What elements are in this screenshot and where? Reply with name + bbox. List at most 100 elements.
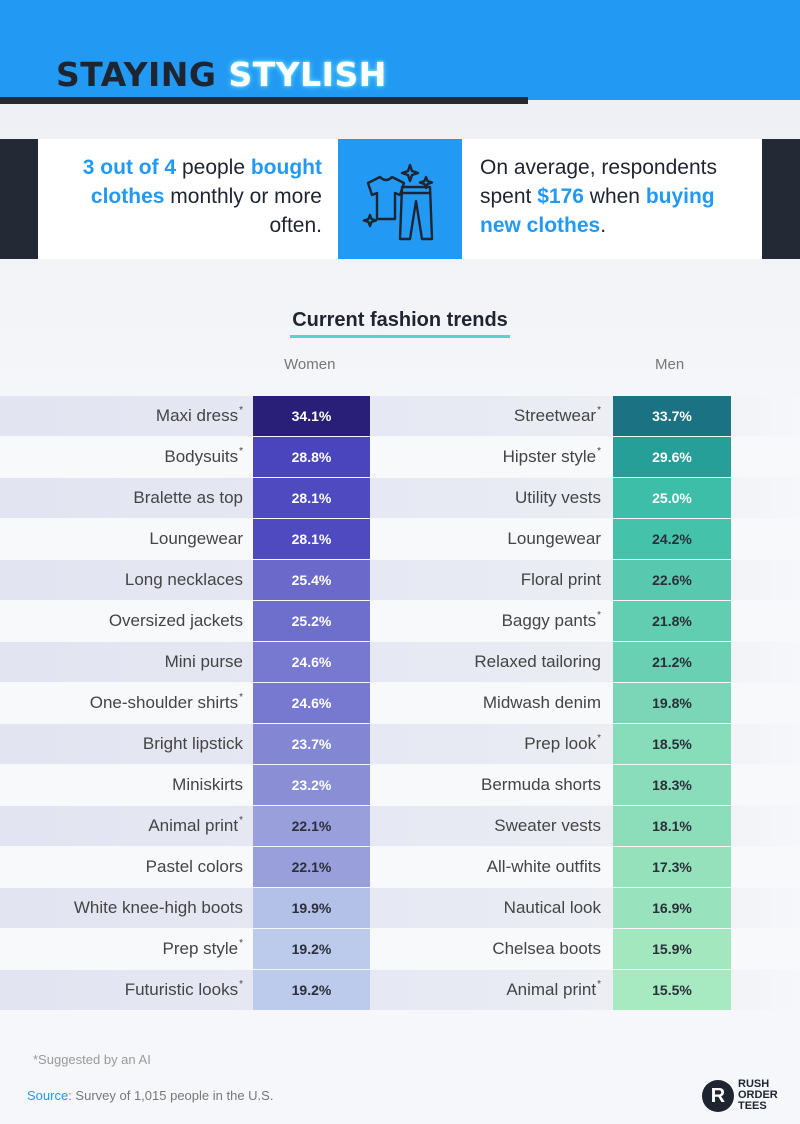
ai-marker: *	[597, 979, 601, 990]
table-row: Bralette as top 28.1% Utility vests 25.0%	[0, 478, 800, 519]
men-trend-value: 25.0%	[613, 478, 731, 518]
stat-left-highlight-2: bought clothes	[90, 156, 322, 208]
women-trend-label: Miniskirts	[172, 775, 243, 794]
women-trend-value: 28.1%	[253, 478, 370, 518]
ai-footnote: *Suggested by an AI	[33, 1052, 151, 1067]
women-trend-label: Futuristic looks*	[124, 979, 243, 999]
stat-left-text-1: people	[176, 156, 251, 179]
men-trend-label: Nautical look	[503, 898, 601, 917]
stat-right-text-3: .	[600, 214, 607, 237]
table-row: One-shoulder shirts* 24.6% Midwash denim 19…	[0, 683, 800, 724]
men-trend-value: 18.5%	[613, 724, 731, 764]
men-trend-label: Sweater vests	[494, 816, 601, 835]
men-trend-value: 24.2%	[613, 519, 731, 559]
table-row: White knee-high boots 19.9% Nautical look 1…	[0, 888, 800, 929]
source-label: Source:	[27, 1088, 72, 1103]
women-trend-value: 34.1%	[253, 396, 370, 436]
men-trend-label: Animal print*	[506, 979, 601, 999]
men-trend-value: 21.8%	[613, 601, 731, 641]
logo-line-3: TEES	[738, 1100, 767, 1112]
women-trend-value: 19.2%	[253, 929, 370, 969]
table-row: Pastel colors 22.1% All-white outfits 17.3%	[0, 847, 800, 888]
women-trend-label: Bodysuits*	[164, 446, 243, 466]
logo-line-1: RUSH	[738, 1078, 770, 1090]
page-title: STAYING STYLISH	[56, 55, 387, 94]
men-trend-value: 15.5%	[613, 970, 731, 1010]
men-trend-value: 22.6%	[613, 560, 731, 600]
title-part2: STYLISH	[228, 55, 387, 94]
women-trend-value: 23.7%	[253, 724, 370, 764]
men-trend-label: Baggy pants*	[501, 610, 601, 630]
stats-side-right	[760, 139, 800, 259]
men-trend-value: 15.9%	[613, 929, 731, 969]
women-trend-label: Loungewear	[149, 529, 243, 548]
men-trend-label: Loungewear	[507, 529, 601, 548]
women-trend-value: 19.9%	[253, 888, 370, 928]
women-trend-value: 22.1%	[253, 806, 370, 846]
women-trend-value: 24.6%	[253, 683, 370, 723]
men-trend-label: Prep look*	[524, 733, 601, 753]
ai-marker: *	[597, 610, 601, 621]
brand-logo[interactable]: R RUSH ORDER TEES	[702, 1076, 792, 1116]
table-row: Mini purse 24.6% Relaxed tailoring 21.2%	[0, 642, 800, 683]
ai-marker: *	[239, 938, 243, 949]
stat-left-text-2: monthly or more often.	[164, 185, 322, 237]
stat-text-left: 3 out of 4 people bought clothes monthly…	[42, 153, 322, 240]
stat-right-highlight-2: buying new clothes	[480, 185, 715, 237]
ai-marker: *	[597, 446, 601, 457]
logo-mark: R	[702, 1080, 734, 1112]
ai-marker: *	[239, 405, 243, 416]
men-trend-value: 19.8%	[613, 683, 731, 723]
logo-text: RUSH ORDER TEES	[738, 1079, 792, 1112]
stat-right-highlight-1: $176	[537, 185, 584, 208]
header-band	[0, 0, 800, 100]
column-header-women: Women	[284, 356, 336, 373]
table-row: Animal print* 22.1% Sweater vests 18.1%	[0, 806, 800, 847]
women-trend-value: 23.2%	[253, 765, 370, 805]
clothes-sparkle-icon	[362, 163, 434, 241]
stat-right-text-2: when	[583, 185, 646, 208]
women-trend-label: Pastel colors	[145, 857, 243, 876]
table-row: Miniskirts 23.2% Bermuda shorts 18.3%	[0, 765, 800, 806]
table-row: Oversized jackets 25.2% Baggy pants* 21.8%	[0, 601, 800, 642]
women-trend-value: 25.4%	[253, 560, 370, 600]
ai-marker: *	[597, 733, 601, 744]
women-trend-label: One-shoulder shirts*	[89, 692, 243, 712]
men-trend-value: 16.9%	[613, 888, 731, 928]
source-text: Survey of 1,015 people in the U.S.	[71, 1088, 274, 1103]
women-trend-value: 22.1%	[253, 847, 370, 887]
women-trend-value: 19.2%	[253, 970, 370, 1010]
men-trend-label: Hipster style*	[502, 446, 601, 466]
ai-marker: *	[597, 405, 601, 416]
men-trend-label: Relaxed tailoring	[474, 652, 601, 671]
women-trend-label: Animal print*	[148, 815, 243, 835]
stat-right-text-1: On average, respondents spent	[480, 156, 717, 208]
women-trend-label: Mini purse	[164, 652, 243, 671]
women-trend-label: Maxi dress*	[155, 405, 243, 425]
men-trend-value: 21.2%	[613, 642, 731, 682]
table-row: Bright lipstick 23.7% Prep look* 18.5%	[0, 724, 800, 765]
women-trend-label: Bright lipstick	[142, 734, 243, 753]
women-trend-label: Long necklaces	[124, 570, 243, 589]
men-trend-label: Midwash denim	[482, 693, 601, 712]
table-row: Loungewear 28.1% Loungewear 24.2%	[0, 519, 800, 560]
men-trend-value: 18.1%	[613, 806, 731, 846]
women-trend-value: 24.6%	[253, 642, 370, 682]
logo-line-2: ORDER	[738, 1089, 778, 1101]
ai-marker: *	[239, 692, 243, 703]
stat-text-right: On average, respondents spent $176 when …	[480, 153, 760, 240]
title-underline	[0, 97, 528, 104]
women-trend-label: Bralette as top	[133, 488, 243, 507]
table-row: Long necklaces 25.4% Floral print 22.6%	[0, 560, 800, 601]
men-trend-label: Floral print	[520, 570, 601, 589]
men-trend-label: Bermuda shorts	[481, 775, 601, 794]
stats-band: 3 out of 4 people bought clothes monthly…	[0, 139, 800, 259]
column-header-men: Men	[655, 356, 685, 373]
men-trend-value: 17.3%	[613, 847, 731, 887]
table-row: Prep style* 19.2% Chelsea boots 15.9%	[0, 929, 800, 970]
women-trend-label: White knee-high boots	[73, 898, 243, 917]
women-trend-value: 28.1%	[253, 519, 370, 559]
men-trend-label: All-white outfits	[486, 857, 601, 876]
stat-icon-box	[338, 139, 462, 259]
ai-marker: *	[239, 979, 243, 990]
